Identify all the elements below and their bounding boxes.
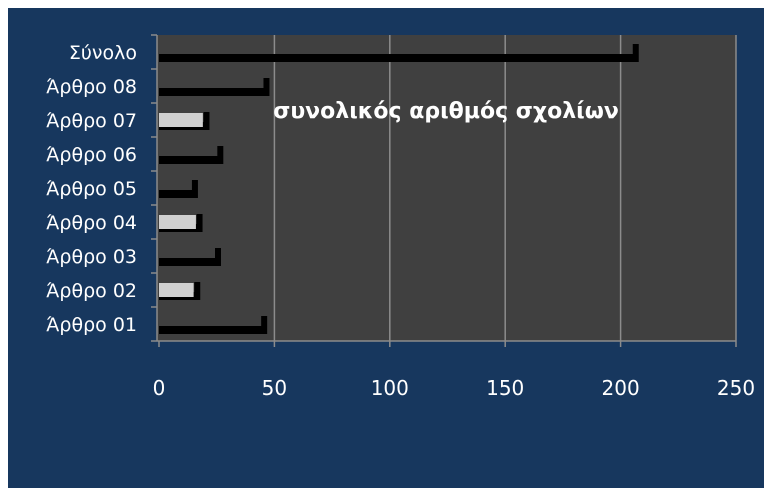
bar-cap xyxy=(194,282,201,300)
bar xyxy=(159,190,196,198)
bar xyxy=(159,156,222,164)
axes xyxy=(151,34,737,347)
category-label: Άρθρο 01 xyxy=(46,314,137,336)
bar-cap xyxy=(203,112,210,130)
x-tick-label: 150 xyxy=(486,376,524,400)
gridlines xyxy=(273,35,737,341)
bar-cap xyxy=(215,248,222,266)
bars xyxy=(159,44,639,334)
bar xyxy=(159,88,268,96)
x-tick-label: 200 xyxy=(602,376,640,400)
bar-cap xyxy=(217,146,224,164)
bar-cap xyxy=(632,44,639,62)
bar xyxy=(159,326,266,334)
category-label: Σύνολο xyxy=(69,42,137,64)
bar xyxy=(159,215,196,229)
bar xyxy=(159,54,637,62)
category-label: Άρθρο 02 xyxy=(46,280,137,302)
x-tick-label: 100 xyxy=(371,376,409,400)
category-label: Άρθρο 08 xyxy=(46,76,137,98)
chart-title: συνολικός αριθμός σχολίων xyxy=(273,99,619,124)
plot-area xyxy=(157,35,736,341)
category-label: Άρθρο 04 xyxy=(46,212,137,234)
category-label: Άρθρο 03 xyxy=(46,246,137,268)
x-tick-label: 50 xyxy=(262,376,287,400)
bar-cap xyxy=(191,180,198,198)
bar-cap xyxy=(261,316,268,334)
bar xyxy=(159,113,203,127)
category-label: Άρθρο 06 xyxy=(46,144,137,166)
category-label: Άρθρο 07 xyxy=(46,110,137,132)
bar-cap xyxy=(196,214,203,232)
bar xyxy=(159,283,194,297)
x-tick-label: 0 xyxy=(153,376,166,400)
category-labels: Άρθρο 01 Άρθρο 02 Άρθρο 03 Άρθρο 04 Άρθρο 05… xyxy=(46,42,137,336)
category-label: Άρθρο 05 xyxy=(46,178,137,200)
bar-cap xyxy=(263,78,270,96)
x-tick-labels: 0 50 100 150 200 250 xyxy=(153,376,755,400)
bar xyxy=(159,258,220,266)
x-tick-label: 250 xyxy=(717,376,755,400)
